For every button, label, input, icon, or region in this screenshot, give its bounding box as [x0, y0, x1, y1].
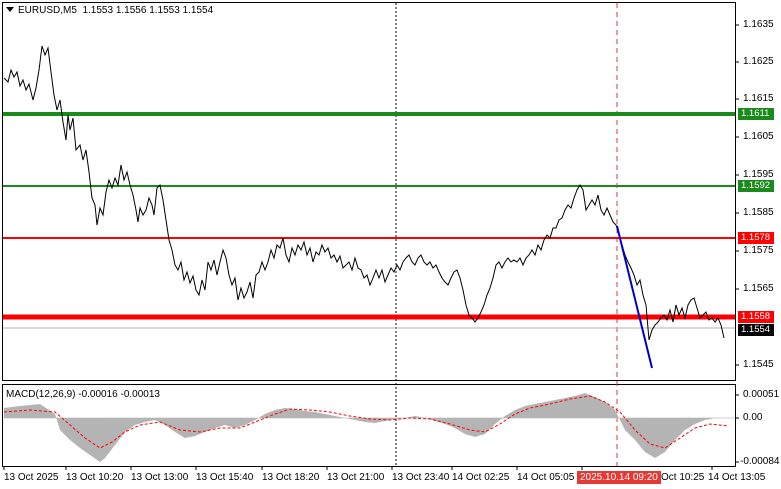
price-tick: 1.1605	[743, 131, 774, 142]
macd-signal-line	[3, 395, 729, 449]
level-tag-green-low: 1.1592	[738, 180, 774, 192]
macd-tick: -0.00084	[740, 456, 780, 467]
time-label: 14 Oct 13:05	[708, 472, 766, 483]
chart-header[interactable]: EURUSD,M5 1.1553 1.1556 1.1553 1.1554	[6, 5, 213, 17]
time-label: 13 Oct 21:00	[327, 472, 385, 483]
crosshair-time-tag: 2025.10.14 09:20	[577, 471, 661, 484]
price-tick: 1.1565	[743, 283, 774, 294]
price-tick: 1.1545	[743, 359, 774, 370]
price-tick: 1.1575	[743, 245, 774, 256]
macd-histogram	[4, 393, 728, 462]
time-label: 13 Oct 15:40	[196, 472, 254, 483]
price-tick: 1.1635	[743, 19, 774, 30]
time-label: 13 Oct 23:40	[392, 472, 450, 483]
time-label: 13 Oct 10:20	[66, 472, 124, 483]
time-label: 14 Oct 02:25	[452, 472, 510, 483]
chart-menu-triangle-icon[interactable]	[6, 7, 14, 12]
current-price-tag: 1.1554	[738, 324, 774, 336]
macd-values: -0.00016 -0.00013	[78, 389, 160, 400]
macd-title: MACD(12,26,9)	[6, 389, 76, 400]
price-axis-ticks	[735, 24, 739, 463]
level-tag-green-high: 1.1611	[738, 108, 774, 120]
price-line	[3, 45, 725, 341]
price-tick: 1.1625	[743, 56, 774, 67]
macd-tick: 0.00	[743, 412, 763, 423]
macd-tick: 0.00051	[743, 389, 780, 400]
price-tick: 1.1585	[743, 207, 774, 218]
price-tick: 1.1615	[743, 93, 774, 104]
level-tag-red-upper: 1.1578	[738, 232, 774, 244]
time-label: 13 Oct 18:20	[262, 472, 320, 483]
time-axis-ticks	[3, 466, 713, 470]
level-tag-red-lower: 1.1558	[738, 311, 774, 323]
price-tick: 1.1595	[743, 169, 774, 180]
trend-line	[616, 225, 653, 369]
symbol-label: EURUSD,M5	[18, 5, 77, 16]
macd-header: MACD(12,26,9) -0.00016 -0.00013	[6, 389, 160, 401]
time-label: 13 Oct 13:00	[131, 472, 189, 483]
time-label: 13 Oct 2025	[4, 472, 59, 483]
time-label: 14 Oct 05:05	[517, 472, 575, 483]
time-label: Oct 10:25	[661, 472, 705, 483]
ohlc-values: 1.1553 1.1556 1.1553 1.1554	[82, 5, 214, 16]
